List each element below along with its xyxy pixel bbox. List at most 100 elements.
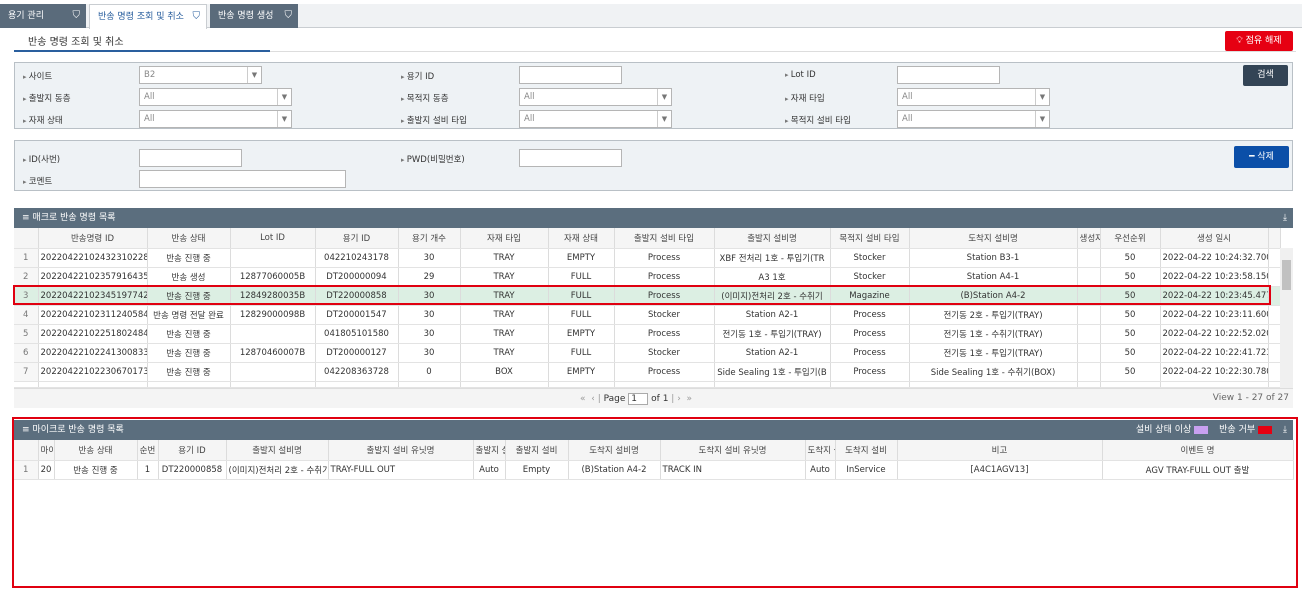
download-icon[interactable]: ⤓ xyxy=(1283,425,1287,435)
tab-transfer-query[interactable]: 반송 명령 조회 및 취소 ⛉ xyxy=(89,4,207,29)
column-header[interactable]: 용기 개수 xyxy=(398,228,461,249)
first-page-icon[interactable]: « xyxy=(580,394,586,404)
table-cell xyxy=(1077,305,1101,325)
release-button[interactable]: 💡︎ 점유 해제 xyxy=(1225,31,1293,51)
column-header[interactable]: 용기 ID xyxy=(315,228,399,249)
bulb-icon: 💡︎ xyxy=(1236,36,1246,46)
bookmark-icon[interactable]: ⛉ xyxy=(72,10,81,21)
bookmark-icon[interactable]: ⛉ xyxy=(192,11,201,22)
column-header[interactable]: 생성 일시 xyxy=(1160,228,1269,249)
delete-button[interactable]: ━ 삭제 xyxy=(1234,146,1289,168)
table-row[interactable]: 1 20 반송 진행 중 1 DT220000858 (이미지)전처리 2호 - 수취기 T… xyxy=(14,460,1294,480)
menu-icon: ≡ xyxy=(22,213,30,223)
column-header[interactable]: 도착지 설비 xyxy=(835,440,898,461)
column-header[interactable]: 출발지 설비명 xyxy=(714,228,831,249)
bookmark-icon[interactable]: ⛉ xyxy=(284,10,293,21)
legend: 설비 상태 이상 반송 거부 ⤓ xyxy=(1135,425,1287,435)
table-cell: Process xyxy=(830,324,910,344)
tab-container-management[interactable]: 용기 관리 ⛉ xyxy=(0,4,86,28)
table-cell: XBF 전처리 1호 - 투입기(TR xyxy=(714,248,831,268)
table-cell xyxy=(460,381,549,388)
table-cell: 042208363728 xyxy=(315,362,399,382)
comment-input[interactable] xyxy=(139,170,346,188)
table-row[interactable]: 4 20220422102311240584 반송 명령 전달 완료 12829000… xyxy=(14,305,1281,325)
column-header[interactable]: 자재 타입 xyxy=(460,228,549,249)
table-cell: 반송 진행 중 xyxy=(147,324,231,344)
container-id-input[interactable] xyxy=(519,66,622,84)
table-row[interactable]: 3 20220422102345197742 반송 진행 중 12849280035B… xyxy=(14,286,1281,306)
pager: « ‹ | Page 1 of 1 | › » View 1 - 27 of 2… xyxy=(14,388,1293,408)
column-header[interactable] xyxy=(1268,228,1281,249)
column-header[interactable]: 순번 xyxy=(137,440,159,461)
column-header[interactable]: 우선순위 xyxy=(1100,228,1161,249)
tab-transfer-create[interactable]: 반송 명령 생성 ⛉ xyxy=(210,4,298,28)
next-page-icon[interactable]: › xyxy=(677,394,681,404)
table-row[interactable]: 2 20220422102357916435 반송 생성 12877060005B DT… xyxy=(14,267,1281,287)
column-header[interactable]: 도착지 설비명 xyxy=(909,228,1078,249)
chevron-down-icon: ▼ xyxy=(657,89,671,105)
dst-floor-select[interactable]: All ▼ xyxy=(519,88,672,106)
src-equip-type-label: 출발지 설비 타입 xyxy=(401,114,467,126)
row-number: 7 xyxy=(14,362,39,382)
view-count: View 1 - 27 of 27 xyxy=(1212,393,1289,403)
column-header[interactable]: 자재 상태 xyxy=(548,228,615,249)
column-header[interactable] xyxy=(14,228,39,249)
filter-panel: 사이트 B2▼ 용기 ID Lot ID 출발지 동층 All▼ 목적지 동층 … xyxy=(14,62,1293,129)
table-cell: DT200000127 xyxy=(315,343,399,363)
table-cell: Process xyxy=(614,286,715,306)
column-header[interactable]: 마이 xyxy=(38,440,55,461)
table-cell: DT200001547 xyxy=(315,305,399,325)
column-header[interactable] xyxy=(14,440,39,461)
src-floor-select[interactable]: All ▼ xyxy=(139,88,292,106)
scrollbar[interactable] xyxy=(1280,248,1293,388)
column-header[interactable]: 출발지 설비 타입 xyxy=(614,228,715,249)
site-select[interactable]: B2 ▼ xyxy=(139,66,262,84)
pwd-input[interactable] xyxy=(519,149,622,167)
table-cell: 50 xyxy=(1100,362,1161,382)
column-header[interactable]: 생성자 xyxy=(1077,228,1101,249)
src-equip-type-select[interactable]: All ▼ xyxy=(519,110,672,128)
prev-page-icon[interactable]: ‹ xyxy=(591,394,595,404)
src-floor-label: 출발지 동층 xyxy=(23,92,71,104)
table-row[interactable]: 1 20220422102432310228 반송 진행 중 042210243178… xyxy=(14,248,1281,268)
column-header[interactable]: 도착지 설비명 xyxy=(568,440,661,461)
search-button[interactable]: 검색 xyxy=(1243,65,1288,86)
column-header[interactable]: 비고 xyxy=(897,440,1103,461)
column-header[interactable]: 도착지 설비 유닛명 xyxy=(660,440,806,461)
column-header[interactable]: 반송명령 ID xyxy=(38,228,148,249)
column-header[interactable]: 이벤트 명 xyxy=(1102,440,1294,461)
scrollbar-thumb[interactable] xyxy=(1282,260,1291,290)
material-type-select[interactable]: All ▼ xyxy=(897,88,1050,106)
table-cell: 반송 진행 중 xyxy=(54,460,138,480)
column-header[interactable]: 도착지 설 xyxy=(805,440,836,461)
table-cell xyxy=(1268,267,1281,287)
table-cell: 1 xyxy=(137,460,159,480)
table-row[interactable]: 5 20220422102251802484 반송 진행 중 041805101580… xyxy=(14,324,1281,344)
table-cell: 2022-04-22 10:23:45.477 xyxy=(1160,286,1269,306)
page-input[interactable]: 1 xyxy=(628,393,649,405)
table-cell xyxy=(830,381,910,388)
column-header[interactable]: 출발지 설비명 xyxy=(226,440,329,461)
lot-id-input[interactable] xyxy=(897,66,1000,84)
dst-equip-type-select[interactable]: All ▼ xyxy=(897,110,1050,128)
table-cell: [A4C1AGV13] xyxy=(897,460,1103,480)
column-header[interactable]: 용기 ID xyxy=(158,440,227,461)
id-input[interactable] xyxy=(139,149,242,167)
table-row[interactable]: 7 20220422102230670173 반송 진행 중 042208363728… xyxy=(14,362,1281,382)
column-header[interactable]: 출발지 설비 유닛명 xyxy=(328,440,474,461)
pwd-label: PWD(비밀번호) xyxy=(401,153,465,165)
column-header[interactable]: 목적지 설비 타입 xyxy=(830,228,910,249)
table-cell xyxy=(548,381,615,388)
table-cell xyxy=(1268,286,1281,306)
column-header[interactable]: 반송 상태 xyxy=(147,228,231,249)
column-header[interactable]: 반송 상태 xyxy=(54,440,138,461)
table-row[interactable]: 6 20220422102241300833 반송 진행 중 12870460007B… xyxy=(14,343,1281,363)
chevron-down-icon: ▼ xyxy=(247,67,261,83)
material-state-select[interactable]: All ▼ xyxy=(139,110,292,128)
download-icon[interactable]: ⤓ xyxy=(1283,213,1287,223)
chevron-down-icon: ▼ xyxy=(1035,111,1049,127)
column-header[interactable]: 출발지 설비 xyxy=(505,440,569,461)
column-header[interactable]: Lot ID xyxy=(230,228,316,249)
last-page-icon[interactable]: » xyxy=(686,394,693,404)
column-header[interactable]: 출발지 설 xyxy=(473,440,506,461)
